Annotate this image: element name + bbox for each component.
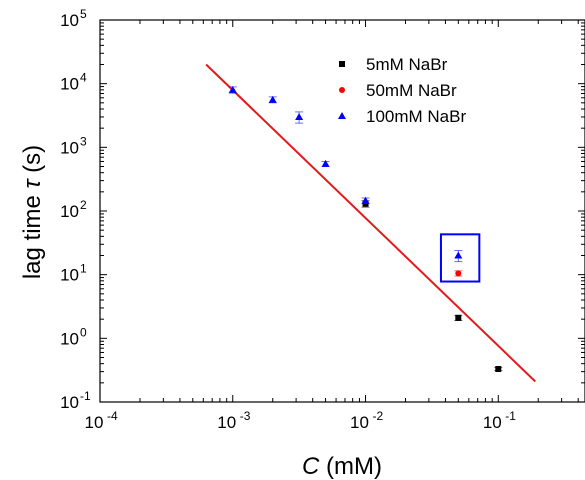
y-axis-unit: (s) xyxy=(19,145,46,180)
data-point-100mm-nabr xyxy=(295,112,304,120)
fit-line-layer xyxy=(205,63,536,383)
x-tick-label: 10 xyxy=(350,413,369,432)
y-tick-exponent: -1 xyxy=(80,389,91,403)
data-marks xyxy=(228,85,503,372)
data-point-100mm-nabr xyxy=(228,85,237,93)
x-tick-exponent: -1 xyxy=(505,409,516,423)
x-axis-unit: (mM) xyxy=(319,453,382,480)
x-tick-exponent: -3 xyxy=(240,409,251,423)
x-axis-label: C (mM) xyxy=(302,453,382,480)
legend-label: 100mM NaBr xyxy=(366,107,466,126)
x-tick-labels: 10 -4 10 -3 10 -2 10 -1 xyxy=(85,409,517,432)
data-point-5mm-nabr xyxy=(495,365,502,372)
highlight-box xyxy=(439,233,481,283)
y-tick-exponent: 2 xyxy=(80,198,87,212)
plot-frame xyxy=(99,19,585,403)
y-tick-label: 10 xyxy=(60,138,79,157)
y-axis-symbol: τ xyxy=(19,177,46,188)
data-point-5mm-nabr xyxy=(455,314,462,321)
y-tick-label: 10 xyxy=(60,393,79,412)
y-tick-exponent: 4 xyxy=(80,71,87,85)
data-point-100mm-nabr xyxy=(321,159,330,167)
axis-ticks xyxy=(99,19,585,403)
y-tick-exponent: 3 xyxy=(80,134,87,148)
x-tick-exponent: -2 xyxy=(373,409,384,423)
y-tick-exponent: 1 xyxy=(80,262,87,276)
legend-marker xyxy=(338,112,346,119)
y-tick-label: 10 xyxy=(60,266,79,285)
y-axis-text: lag time xyxy=(19,188,46,279)
data-point-100mm-nabr xyxy=(361,196,370,204)
data-point-100mm-nabr xyxy=(454,251,463,259)
legend-label: 5mM NaBr xyxy=(366,55,448,74)
legend-marker xyxy=(339,61,345,67)
y-tick-exponent: 0 xyxy=(80,325,87,339)
y-axis-label: lag time τ (s) xyxy=(19,145,46,279)
legend-label: 50mM NaBr xyxy=(366,81,457,100)
y-tick-label: 10 xyxy=(60,329,79,348)
highlight-box-layer xyxy=(439,233,481,283)
x-tick-label: 10 xyxy=(85,413,104,432)
y-tick-label: 10 xyxy=(60,202,79,221)
data-point-100mm-nabr xyxy=(268,95,277,103)
y-tick-exponent: 5 xyxy=(80,7,87,21)
legend-marker xyxy=(339,87,345,93)
x-tick-label: 10 xyxy=(483,413,502,432)
y-tick-label: 10 xyxy=(60,11,79,30)
x-tick-label: 10 xyxy=(217,413,236,432)
x-tick-exponent: -4 xyxy=(107,409,118,423)
y-tick-label: 10 xyxy=(60,75,79,94)
legend: 5mM NaBr 50mM NaBr 100mM NaBr xyxy=(338,55,466,126)
x-axis-symbol: C xyxy=(302,453,320,480)
data-point-50mm-nabr xyxy=(455,270,462,277)
fit-line xyxy=(205,63,536,383)
